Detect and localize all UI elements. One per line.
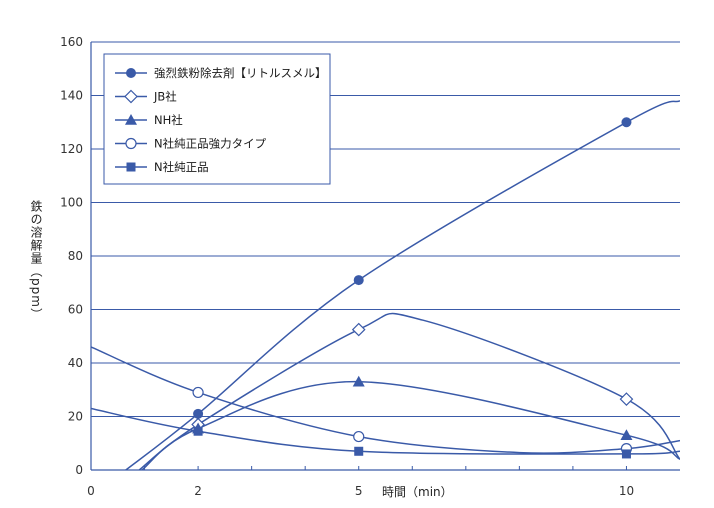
data-point-s2-2: [620, 429, 633, 441]
legend-label-4: N社純正品: [154, 160, 209, 174]
y-axis-title: 鉄の溶解量（ppm）: [29, 199, 43, 321]
data-point-s4-2: [621, 449, 631, 459]
y-tick-label-100: 100: [60, 196, 83, 210]
legend-label-0: 強烈鉄粉除去剤【リトルスメル】: [154, 66, 327, 80]
legend-marker-3: [125, 137, 137, 150]
x-axis-title-group: 時間（min）: [382, 485, 453, 499]
data-point-s3-0: [192, 386, 204, 399]
data-point-s1-1: [351, 322, 366, 337]
data-point-s0-0: [193, 408, 204, 419]
x-tick-label-0: 0: [87, 484, 95, 498]
y-axis-title-group: 鉄の溶解量（ppm）: [29, 199, 43, 321]
data-point-s3-1: [353, 430, 365, 443]
legend-label-3: N社純正品強力タイプ: [154, 137, 267, 151]
data-point-s0-2: [621, 117, 632, 128]
series-curve-4: [91, 407, 680, 455]
y-tick-label-80: 80: [68, 249, 83, 263]
series-curve-2: [141, 380, 680, 470]
legend-label-2: NH社: [154, 113, 183, 127]
y-tick-label-40: 40: [68, 356, 83, 370]
legend-marker-2: [125, 114, 137, 125]
y-tick-label-120: 120: [60, 142, 83, 156]
legend-label-1: JB社: [153, 90, 177, 104]
data-point-s0-1: [353, 275, 364, 286]
y-tick-label-140: 140: [60, 89, 83, 103]
x-tick-label-2: 2: [194, 484, 202, 498]
y-tick-label-60: 60: [68, 303, 83, 317]
legend-box: [103, 53, 331, 185]
data-point-s2-1: [352, 375, 365, 387]
y-tick-label-20: 20: [68, 410, 83, 424]
x-axis-title: 時間（min）: [382, 485, 453, 499]
series-curve-0: [125, 100, 680, 470]
data-point-s4-0: [193, 426, 203, 436]
x-tick-label-5: 5: [355, 484, 363, 498]
legend-marker-1: [124, 89, 138, 104]
legend-marker-0: [126, 68, 136, 78]
legend-marker-4: [126, 162, 136, 172]
data-markers: [191, 117, 634, 459]
data-point-s4-1: [354, 446, 364, 456]
data-point-s1-2: [619, 392, 634, 406]
x-tick-label-10: 10: [619, 484, 634, 498]
y-tick-label-0: 0: [75, 463, 83, 477]
axes: [90, 42, 680, 471]
tick-labels: 0 20 40 60 80 100 120 140 160 0 2 5 10: [60, 35, 634, 498]
y-tick-label-160: 160: [60, 35, 83, 49]
series-curve-1: [138, 312, 680, 470]
legend: 強烈鉄粉除去剤【リトルスメル】 JB社 NH社 N社純正品強力タイプ N社純正品: [103, 53, 331, 185]
